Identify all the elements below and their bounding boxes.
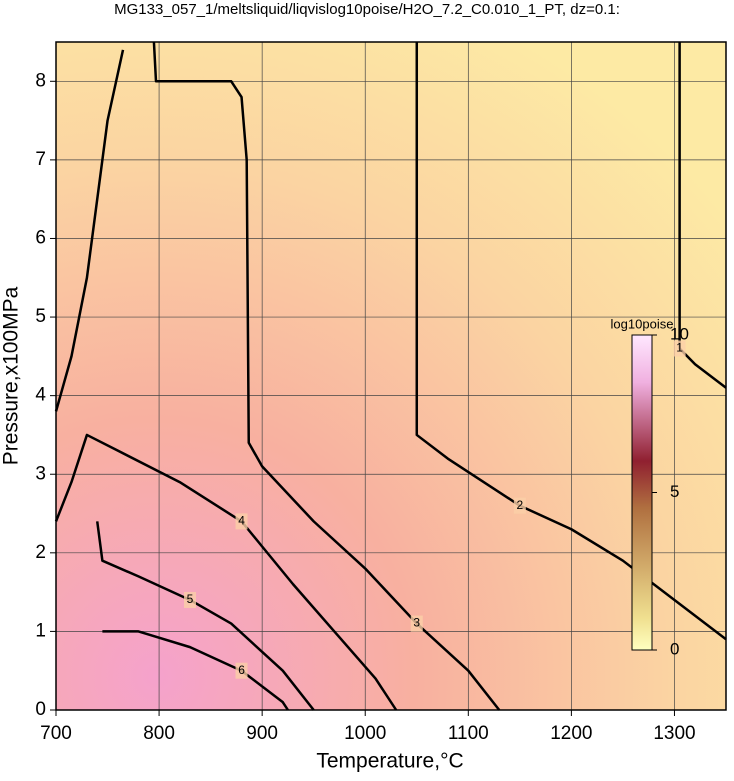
chart-title: MG133_057_1/meltsliquid/liqvislog10poise… bbox=[114, 1, 620, 18]
colorbar bbox=[631, 334, 653, 651]
y-tick-label: 0 bbox=[35, 699, 46, 720]
colorbar-label: log10poise bbox=[611, 316, 674, 331]
x-axis-label: Temperature,°C bbox=[316, 750, 463, 773]
x-tick-label: 1200 bbox=[550, 723, 592, 744]
x-tick-label: 800 bbox=[143, 723, 175, 744]
x-tick-label: 1300 bbox=[653, 723, 695, 744]
plot-frame bbox=[55, 41, 727, 711]
contour-label-bg bbox=[235, 662, 248, 679]
y-tick-label: 5 bbox=[35, 306, 46, 327]
contour-label: 3 bbox=[413, 616, 420, 630]
y-tick-label: 2 bbox=[35, 542, 46, 563]
contour-line bbox=[54, 433, 398, 711]
contour-label-bg bbox=[184, 591, 196, 608]
colorbar-tick-label: 0 bbox=[670, 639, 679, 658]
contour-label-bg bbox=[235, 513, 248, 530]
contour-line bbox=[54, 41, 501, 711]
y-tick-label: 1 bbox=[35, 620, 46, 641]
contour-label-bg bbox=[513, 497, 526, 514]
y-tick-label: 4 bbox=[35, 385, 46, 406]
contour-label-bg bbox=[673, 340, 686, 357]
x-tick-label: 1100 bbox=[448, 723, 489, 744]
x-tick-label: 900 bbox=[246, 723, 278, 744]
contour-label: 6 bbox=[238, 663, 245, 677]
y-axis-label: Pressure,x100MPa bbox=[0, 286, 23, 465]
x-tick-label: 700 bbox=[40, 723, 72, 744]
contour-label-bg bbox=[410, 615, 423, 632]
contour-line bbox=[102, 630, 289, 711]
contour-label: 5 bbox=[187, 592, 194, 606]
colorbar-tick-label: 10 bbox=[670, 324, 689, 343]
y-tick-label: 6 bbox=[35, 227, 46, 248]
y-tick-label: 3 bbox=[35, 463, 46, 484]
y-tick-label: 8 bbox=[35, 70, 46, 91]
contour-label: 1 bbox=[676, 341, 683, 355]
y-tick-label: 7 bbox=[35, 149, 46, 170]
plot-background bbox=[56, 42, 726, 710]
colorbar-tick-label: 5 bbox=[670, 482, 679, 501]
contour-label: 4 bbox=[238, 514, 245, 528]
contour-label: 2 bbox=[517, 498, 524, 512]
x-tick-label: 1000 bbox=[344, 723, 386, 744]
